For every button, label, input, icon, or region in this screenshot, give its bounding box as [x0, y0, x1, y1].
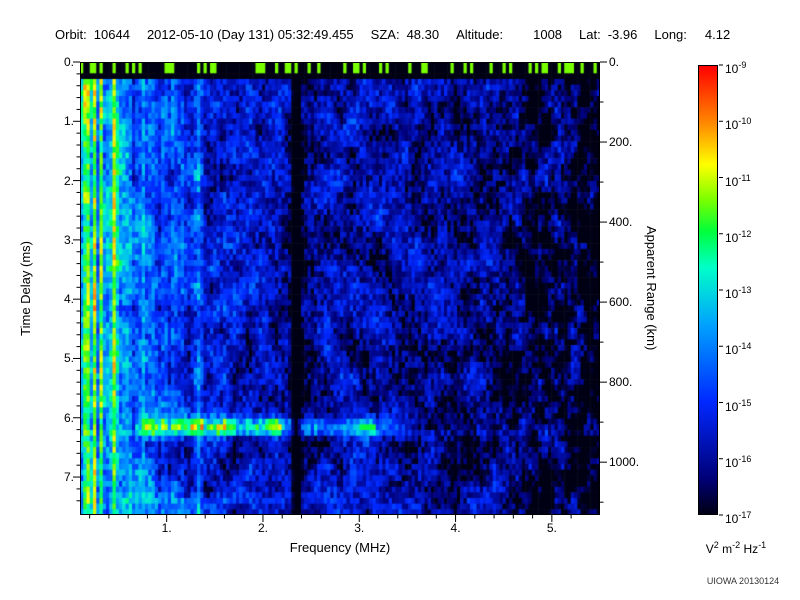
y2-axis-label-wrap: Apparent Range (km): [644, 62, 659, 515]
y2-tick-label: 0.: [609, 55, 620, 69]
y-tick-label: 2.: [63, 173, 74, 188]
x-axis-label: Frequency (MHz): [289, 540, 391, 555]
y-axis-label-wrap: Time Delay (ms): [18, 62, 33, 515]
lat-field: Lat: -3.96: [579, 27, 637, 42]
y-axis-label: Time Delay (ms): [18, 241, 33, 336]
y-tick-label: 0.: [63, 55, 74, 69]
y2-tick-label: 1000.: [609, 455, 640, 470]
colorbar-tick-label: 10-10: [725, 116, 752, 133]
colorbar-tick-label: 10-12: [725, 228, 752, 245]
y2-tick-label: 400.: [609, 215, 633, 230]
credit-text: UIOWA 20130124: [706, 576, 780, 586]
colorbar-tick-label: 10-14: [725, 341, 752, 358]
y2-tick-label: 200.: [609, 135, 633, 150]
y-tick-label: 3.: [63, 232, 74, 247]
orbit-label: Orbit:: [55, 27, 87, 42]
y-tick-label: 1.: [63, 114, 74, 129]
y-tick-label: 5.: [63, 351, 74, 366]
long-value: 4.12: [704, 27, 731, 42]
y-tick-label: 6.: [63, 410, 74, 425]
sza-value: 48.30: [406, 27, 440, 42]
altitude-value: 1008: [533, 27, 563, 42]
altitude-label: Altitude:: [456, 27, 504, 42]
altitude-field: Altitude: 1008: [456, 27, 562, 42]
colorbar: [698, 65, 718, 515]
x-tick-label: 2.: [257, 521, 268, 535]
lat-value: -3.96: [607, 27, 638, 42]
spectrogram-canvas: [80, 62, 600, 515]
y-tick-label: 7.: [63, 470, 74, 485]
x-tick-label: 4.: [450, 521, 461, 535]
colorbar-tick-label: 10-9: [725, 60, 747, 76]
long-field: Long: 4.12: [654, 27, 730, 42]
orbit-value: 10644: [93, 27, 130, 42]
long-label: Long:: [654, 27, 687, 42]
colorbar-tick-label: 10-11: [725, 172, 751, 189]
colorbar-tick-label: 10-15: [725, 397, 752, 414]
colorbar-tick-label: 10-16: [725, 453, 752, 470]
y2-tick-label: 600.: [609, 295, 633, 310]
orbit-field: Orbit: 10644: [55, 27, 130, 42]
header-info: Orbit: 10644 2012-05-10 (Day 131) 05:32:4…: [55, 27, 795, 42]
datetime-text: 2012-05-10 (Day 131) 05:32:49.455: [146, 27, 354, 42]
sza-label: SZA:: [370, 27, 400, 42]
y-tick-label: 4.: [63, 292, 74, 307]
x-tick-label: 5.: [546, 521, 557, 535]
colorbar-units-label: V2 m-2 Hz-1: [705, 540, 767, 556]
y2-axis-label: Apparent Range (km): [644, 226, 659, 351]
colorbar-tick-label: 10-13: [725, 285, 752, 301]
x-tick-label: 1.: [161, 521, 172, 535]
lat-label: Lat:: [579, 27, 601, 42]
colorbar-tick-label: 10-17: [725, 510, 752, 526]
sza-field: SZA: 48.30: [371, 27, 439, 42]
y2-tick-label: 800.: [609, 375, 633, 390]
x-tick-label: 3.: [354, 521, 365, 535]
